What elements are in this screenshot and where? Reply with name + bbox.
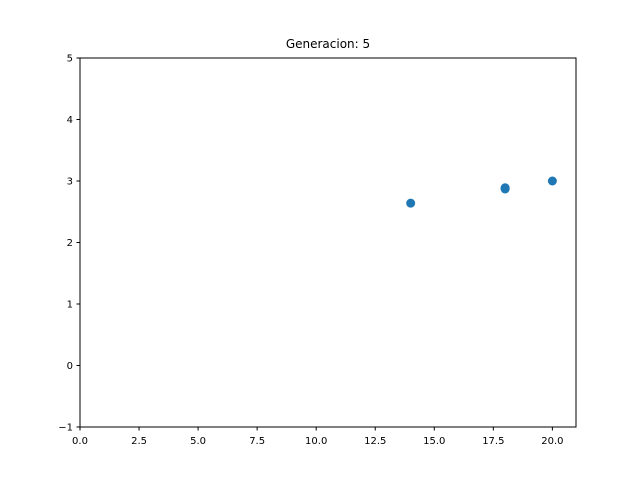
x-tick-label: 5.0 <box>190 436 206 447</box>
x-tick-label: 2.5 <box>131 436 147 447</box>
data-point <box>406 198 416 208</box>
x-tick-label: 10.0 <box>305 436 327 447</box>
plot-area-frame <box>79 57 577 428</box>
data-point <box>547 176 557 186</box>
y-tick-label: 1 <box>67 300 73 311</box>
y-tick-label: −1 <box>58 423 73 434</box>
points-layer <box>406 176 557 208</box>
y-tick-label: 2 <box>67 238 73 249</box>
x-tick-label: 0.0 <box>72 436 88 447</box>
chart-title: Generacion: 5 <box>286 37 370 51</box>
y-axis: −1 0 1 2 3 4 5 <box>58 54 80 434</box>
x-tick-label: 7.5 <box>249 436 265 447</box>
data-point <box>500 184 510 194</box>
y-tick-label: 5 <box>67 54 73 65</box>
x-tick-label: 15.0 <box>423 436 445 447</box>
x-tick-label: 20.0 <box>541 436 563 447</box>
y-tick-label: 3 <box>67 177 73 188</box>
y-tick-label: 0 <box>67 361 73 372</box>
x-tick-label: 17.5 <box>482 436 504 447</box>
y-tick-label: 4 <box>67 115 73 126</box>
x-axis: 0.0 2.5 5.0 7.5 10.0 12.5 15.0 17.5 20.0 <box>72 427 564 447</box>
x-tick-label: 12.5 <box>364 436 386 447</box>
